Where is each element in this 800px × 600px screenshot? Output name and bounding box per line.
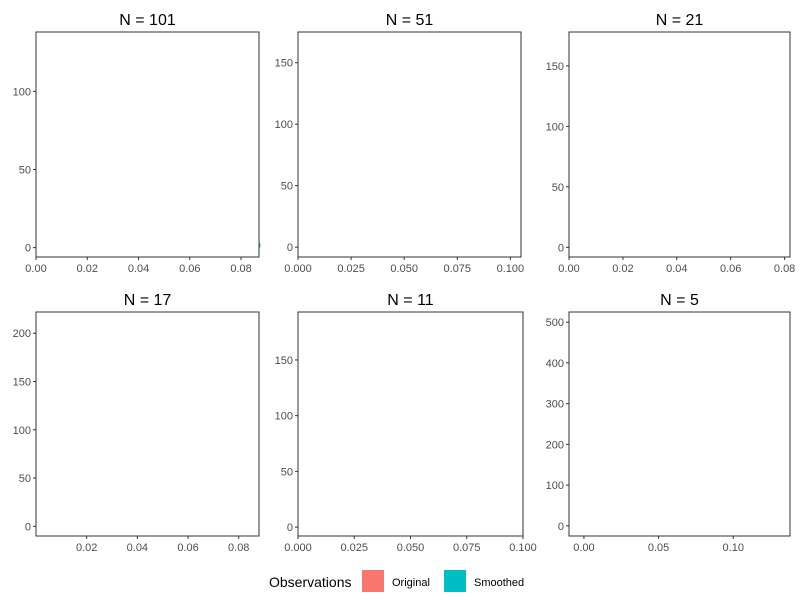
x-tick-label: 0.02 <box>612 263 633 275</box>
x-tick-label: 0.00 <box>25 263 46 275</box>
x-tick-label: 0.050 <box>397 542 425 554</box>
x-tick-label: 0.100 <box>509 542 537 554</box>
legend-key-smoothed <box>444 570 466 592</box>
x-tick-label: 0.100 <box>497 263 525 275</box>
y-tick-label: 100 <box>13 86 31 98</box>
panel-title: N = 21 <box>656 12 704 29</box>
x-tick-label: 0.06 <box>720 263 741 275</box>
y-tick-label: 400 <box>546 358 564 370</box>
panel-6: 0.00 0.05 0.10 0 100 200 300 400 500 N = 5 <box>546 292 791 554</box>
x-tick-label: 0.075 <box>444 263 472 275</box>
y-tick-label: 0 <box>287 522 293 534</box>
panel-5: 0.000 0.025 0.050 0.075 0.100 0 50 100 150 N = 11 <box>275 292 537 554</box>
y-tick-label: 150 <box>275 355 293 367</box>
x-tick-label: 0.08 <box>774 263 795 275</box>
x-tick-label: 0.000 <box>284 263 312 275</box>
y-tick-label: 50 <box>19 473 31 485</box>
y-tick-label: 100 <box>546 121 564 133</box>
x-tick-label: 0.08 <box>230 263 251 275</box>
legend-label-smoothed: Smoothed <box>474 577 524 589</box>
x-tick-label: 0.02 <box>77 263 98 275</box>
y-tick-label: 100 <box>275 119 293 131</box>
panel-border <box>35 311 260 537</box>
panel-1: 0.00 0.02 0.04 0.06 0.08 0 50 100 N = 101 <box>13 12 261 275</box>
x-tick-label: 0.050 <box>390 263 418 275</box>
y-tick-label: 0 <box>25 521 31 533</box>
y-tick-label: 0 <box>558 521 564 533</box>
y-tick-label: 200 <box>13 328 31 340</box>
y-tick-label: 50 <box>19 165 31 177</box>
x-tick-label: 0.04 <box>128 263 149 275</box>
panel-4: 0.02 0.04 0.06 0.08 0 50 100 150 200 N = 17 <box>13 292 260 554</box>
y-tick-label: 50 <box>281 466 293 478</box>
panel-title: N = 17 <box>124 292 172 309</box>
panel-title: N = 51 <box>386 12 434 29</box>
y-tick-label: 0 <box>558 242 564 254</box>
x-tick-label: 0.06 <box>177 542 198 554</box>
y-tick-label: 500 <box>546 317 564 329</box>
x-tick-label: 0.04 <box>666 263 687 275</box>
x-tick-label: 0.10 <box>723 542 744 554</box>
y-tick-label: 150 <box>275 58 293 70</box>
y-tick-label: 150 <box>13 377 31 389</box>
x-tick-label: 0.00 <box>558 263 579 275</box>
legend-key-original <box>362 570 384 592</box>
panel-2: 0.000 0.025 0.050 0.075 0.100 0 50 100 150 N = 51 <box>275 12 525 275</box>
y-tick-label: 200 <box>546 439 564 451</box>
panel-border <box>297 311 524 537</box>
x-tick-label: 0.025 <box>337 263 365 275</box>
x-tick-label: 0.06 <box>179 263 200 275</box>
panel-border <box>568 311 791 537</box>
x-tick-label: 0.025 <box>340 542 368 554</box>
x-tick-label: 0.000 <box>284 542 312 554</box>
x-tick-label: 0.08 <box>228 542 249 554</box>
panel-border <box>297 31 522 258</box>
y-tick-label: 100 <box>13 425 31 437</box>
y-tick-label: 100 <box>546 480 564 492</box>
y-tick-label: 100 <box>275 411 293 423</box>
y-tick-label: 50 <box>281 181 293 193</box>
x-tick-label: 0.05 <box>648 542 669 554</box>
legend-label-original: Original <box>392 577 430 589</box>
panel-title: N = 11 <box>387 292 434 309</box>
x-tick-label: 0.02 <box>76 542 97 554</box>
legend: Observations Original Smoothed <box>269 570 524 592</box>
x-tick-label: 0.075 <box>453 542 481 554</box>
panel-3: 0.00 0.02 0.04 0.06 0.08 0 50 100 150 N = 21 <box>546 12 796 275</box>
y-tick-label: 150 <box>546 61 564 73</box>
panel-title: N = 5 <box>660 292 699 309</box>
legend-title: Observations <box>269 574 351 590</box>
panel-border <box>35 31 260 258</box>
y-tick-label: 50 <box>552 182 564 194</box>
x-tick-label: 0.00 <box>573 542 594 554</box>
y-tick-label: 0 <box>25 243 31 255</box>
x-tick-label: 0.04 <box>127 542 148 554</box>
panel-title: N = 101 <box>119 12 176 29</box>
y-tick-label: 0 <box>287 242 293 254</box>
y-tick-label: 300 <box>546 399 564 411</box>
panel-border <box>568 31 791 258</box>
